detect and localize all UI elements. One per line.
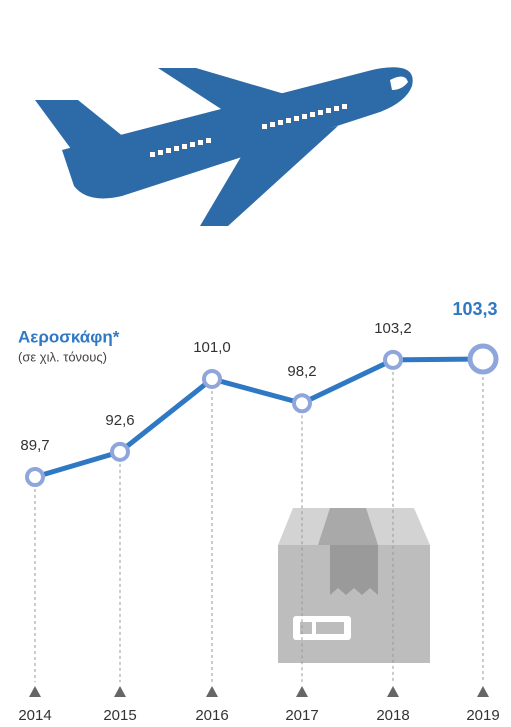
axis-triangle <box>206 686 218 697</box>
point <box>385 352 401 368</box>
axis-triangle <box>387 686 399 697</box>
chart-title: Αεροσκάφη* <box>18 327 120 346</box>
x-tick-label: 2019 <box>466 707 499 724</box>
value-label: 89,7 <box>20 437 49 454</box>
x-tick-label: 2016 <box>195 707 228 724</box>
chart-subtitle: (σε χιλ. τόνους) <box>18 349 107 364</box>
infographic: Αεροσκάφη* (σε χιλ. τόνους) 2014 2015 2016… <box>0 0 511 727</box>
airplane-icon <box>35 67 413 226</box>
axis-triangle <box>477 686 489 697</box>
value-label: 103,3 <box>452 299 497 319</box>
x-tick-label: 2018 <box>376 707 409 724</box>
value-label: 103,2 <box>374 320 412 337</box>
x-tick-label: 2015 <box>103 707 136 724</box>
point <box>27 469 43 485</box>
value-label: 98,2 <box>287 363 316 380</box>
x-tick-label: 2017 <box>285 707 318 724</box>
point <box>294 395 310 411</box>
point <box>470 346 496 372</box>
point <box>204 371 220 387</box>
point <box>112 444 128 460</box>
value-label: 101,0 <box>193 339 231 356</box>
box-icon <box>278 508 430 663</box>
axis-triangle <box>296 686 308 697</box>
axis-triangle <box>29 686 41 697</box>
line <box>35 359 483 477</box>
value-label: 92,6 <box>105 412 134 429</box>
x-tick-label: 2014 <box>18 707 51 724</box>
axis-triangle <box>114 686 126 697</box>
